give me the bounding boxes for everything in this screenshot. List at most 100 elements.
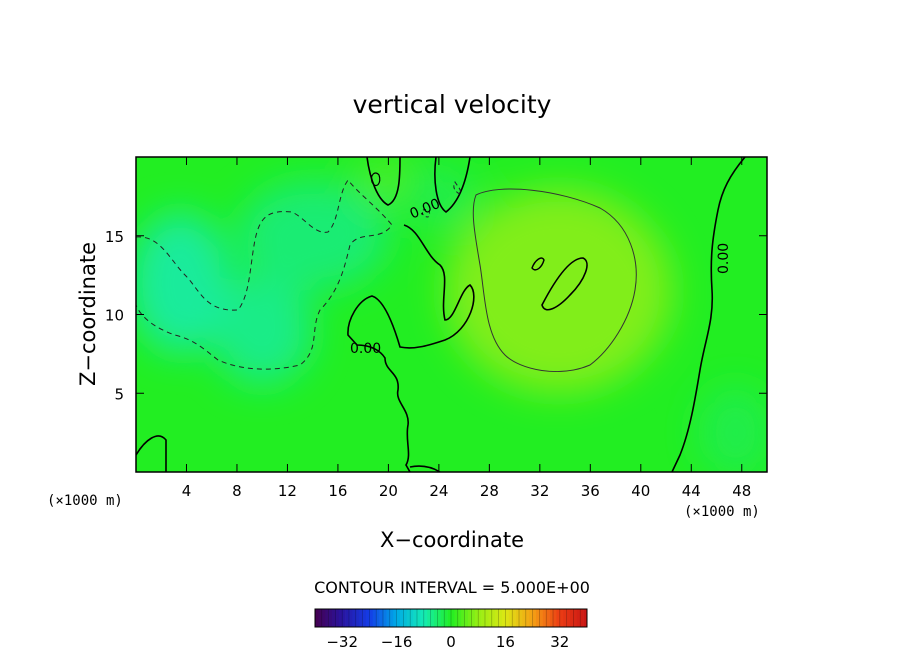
colorbar-cell-6 — [335, 609, 340, 627]
colorbar-cell-73 — [563, 609, 567, 627]
colorbar-cell-74 — [566, 609, 571, 627]
field-blobs — [136, 157, 767, 472]
colorbar-cell-27 — [406, 609, 411, 627]
y-tick-label-1: 10 — [105, 307, 124, 325]
colorbar-cell-38 — [444, 609, 448, 627]
colorbar-cell-78 — [580, 609, 584, 627]
x-tick-label-4: 20 — [379, 482, 398, 500]
field-blob-4 — [236, 180, 389, 291]
colorbar-cell-14 — [362, 609, 367, 627]
colorbar-cell-1 — [318, 609, 323, 627]
colorbar-cell-67 — [542, 609, 547, 627]
field-blob-0 — [445, 188, 673, 394]
colorbar-tick-label-2: 0 — [446, 633, 456, 651]
colorbar-cell-52 — [491, 609, 496, 627]
colorbar-cell-63 — [529, 609, 533, 627]
colorbar-cell-24 — [396, 609, 401, 627]
colorbar-cell-3 — [325, 609, 329, 627]
colorbar-cell-11 — [352, 609, 357, 627]
colorbar-tick-label-4: 32 — [550, 633, 569, 651]
negative-contour-upper — [453, 181, 461, 195]
colorbar-cell-7 — [338, 609, 343, 627]
colorbar-cell-75 — [570, 609, 574, 627]
colorbar-cell-37 — [440, 609, 445, 627]
colorbar-cell-46 — [471, 609, 476, 627]
x-tick-label-1: 8 — [232, 482, 242, 500]
contour-interval-text: CONTOUR INTERVAL = 5.000E+00 — [314, 578, 590, 597]
zero-contour-left — [136, 435, 167, 472]
colorbar-cell-57 — [508, 609, 513, 627]
x-tick-label-11: 48 — [732, 482, 751, 500]
colorbar-cell-35 — [434, 609, 438, 627]
colorbar-cell-10 — [349, 609, 353, 627]
y-tick-label-0: 5 — [114, 385, 124, 403]
x-axis-title: X−coordinate — [380, 528, 524, 552]
colorbar-cell-42 — [457, 609, 462, 627]
colorbar-cell-13 — [359, 609, 363, 627]
colorbar-cell-31 — [420, 609, 425, 627]
field-blob-2 — [136, 212, 231, 354]
x-tick-label-5: 24 — [429, 482, 448, 500]
colorbar-cell-62 — [525, 609, 530, 627]
colorbar-cell-55 — [502, 609, 506, 627]
colorbar-cell-64 — [532, 609, 537, 627]
colorbar-cell-70 — [553, 609, 557, 627]
colorbar-cell-30 — [417, 609, 421, 627]
colorbar-cell-66 — [539, 609, 544, 627]
colorbar-cell-28 — [410, 609, 414, 627]
y-tick-label-2: 15 — [105, 228, 124, 246]
colorbar-cell-9 — [345, 609, 350, 627]
x-tick-label-8: 36 — [581, 482, 600, 500]
colorbar-cell-71 — [556, 609, 561, 627]
colorbar-cell-8 — [342, 609, 346, 627]
colorbar-cell-50 — [485, 609, 489, 627]
colorbar-cell-44 — [464, 609, 469, 627]
colorbar-cell-65 — [536, 609, 540, 627]
colorbar-cell-54 — [498, 609, 503, 627]
colorbar-cell-26 — [403, 609, 408, 627]
colorbar-cell-36 — [437, 609, 442, 627]
contour-lines — [136, 157, 746, 472]
colorbar-cell-32 — [423, 609, 428, 627]
y-tick-labels: 5 10 15 — [105, 228, 124, 404]
colorbar-cell-61 — [522, 609, 527, 627]
colorbar-cell-47 — [474, 609, 479, 627]
y-axis-unit: (×1000 m) — [47, 493, 123, 509]
colorbar-cell-5 — [332, 609, 336, 627]
zero-contour-right — [671, 157, 746, 472]
y-axis-title: Z−coordinate — [76, 242, 100, 386]
positive-contour-10 — [541, 257, 588, 311]
colorbar-cell-23 — [393, 609, 397, 627]
x-tick-label-10: 44 — [682, 482, 701, 500]
colorbar-cell-51 — [488, 609, 493, 627]
colorbar-cell-79 — [583, 609, 588, 627]
colorbar-cell-34 — [430, 609, 435, 627]
colorbar-cell-15 — [366, 609, 370, 627]
positive-contour-5 — [472, 188, 637, 372]
x-tick-label-2: 12 — [278, 482, 297, 500]
colorbar-cell-0 — [315, 609, 319, 627]
colorbar-cell-4 — [328, 609, 333, 627]
colorbar — [314, 608, 588, 628]
positive-contour-10-small — [531, 257, 545, 271]
colorbar-cell-12 — [355, 609, 360, 627]
axis-ticks — [136, 157, 767, 472]
colorbar-cell-25 — [400, 609, 404, 627]
colorbar-cell-48 — [478, 609, 482, 627]
colorbar-cell-17 — [372, 609, 377, 627]
colorbar-cell-59 — [515, 609, 520, 627]
negative-contour-small — [421, 209, 431, 218]
field-blob-3 — [211, 275, 313, 386]
zero-contour-bottom — [409, 465, 441, 472]
plot-area: 0.00 0.00 0.00 — [135, 156, 768, 473]
x-tick-label-6: 28 — [480, 482, 499, 500]
chart-title: vertical velocity — [353, 90, 552, 119]
x-tick-labels: 4 8 12 16 20 24 28 32 36 40 44 48 — [182, 482, 752, 500]
colorbar-cell-21 — [386, 609, 391, 627]
colorbar-tick-label-3: 16 — [496, 633, 515, 651]
negative-contour-5 — [136, 179, 393, 370]
colorbar-cell-33 — [427, 609, 431, 627]
colorbar-tick-label-1: −16 — [381, 633, 413, 651]
field-blob-5 — [401, 164, 477, 228]
